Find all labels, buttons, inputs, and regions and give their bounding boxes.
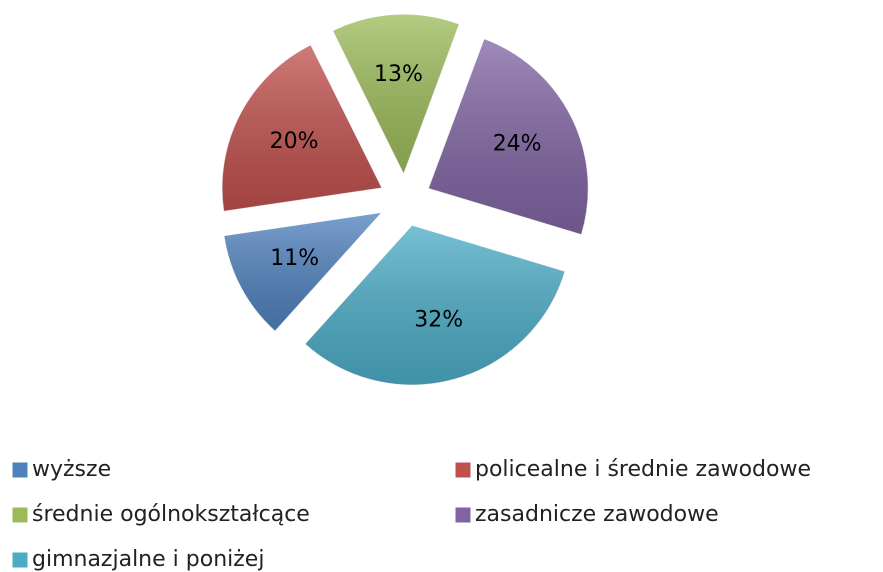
data-label: 24%: [493, 131, 542, 156]
legend-swatch: [454, 461, 472, 479]
data-label: 11%: [270, 246, 319, 271]
slice-shading: [332, 14, 460, 175]
slice-shading: [223, 212, 383, 332]
slice-shading: [221, 44, 382, 212]
data-label: 13%: [374, 62, 423, 87]
legend-label: zasadnicze zawodowe: [475, 502, 719, 527]
slice-shading: [304, 225, 566, 386]
legend-label: gimnazjalne i poniżej: [32, 547, 264, 572]
legend-swatch: [11, 506, 29, 524]
legend-label: średnie ogólnokształcące: [32, 502, 310, 527]
legend-swatch: [454, 506, 472, 524]
legend-label: policealne i średnie zawodowe: [475, 457, 811, 482]
legend-swatch: [11, 551, 29, 569]
legend-label: wyższe: [32, 457, 111, 482]
data-label: 20%: [270, 129, 319, 154]
data-label: 32%: [414, 308, 463, 333]
legend-swatch: [11, 461, 29, 479]
slice-shading: [428, 38, 589, 235]
